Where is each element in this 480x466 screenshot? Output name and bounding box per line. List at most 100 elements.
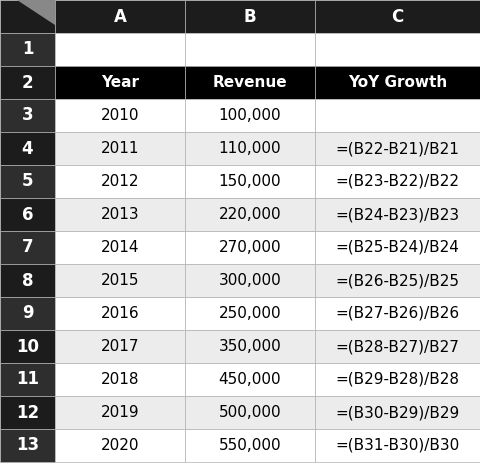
Text: 4: 4 xyxy=(22,139,33,158)
Bar xyxy=(0,0,55,33)
Text: C: C xyxy=(391,7,404,26)
Text: 550,000: 550,000 xyxy=(219,438,281,453)
Text: 2014: 2014 xyxy=(101,240,139,255)
Text: 2: 2 xyxy=(22,74,33,91)
Bar xyxy=(0,429,55,462)
Text: =(B25-B24)/B24: =(B25-B24)/B24 xyxy=(336,240,459,255)
Bar xyxy=(0,264,55,297)
Text: 6: 6 xyxy=(22,206,33,224)
Bar xyxy=(55,396,185,429)
Polygon shape xyxy=(16,0,55,25)
Bar xyxy=(315,429,480,462)
Bar xyxy=(185,66,315,99)
Bar xyxy=(55,330,185,363)
Bar xyxy=(0,33,55,66)
Bar xyxy=(315,264,480,297)
Text: 250,000: 250,000 xyxy=(219,306,281,321)
Bar xyxy=(185,99,315,132)
Text: B: B xyxy=(244,7,256,26)
Text: =(B22-B21)/B21: =(B22-B21)/B21 xyxy=(336,141,459,156)
Text: =(B23-B22)/B22: =(B23-B22)/B22 xyxy=(336,174,459,189)
Text: 2012: 2012 xyxy=(101,174,139,189)
Bar xyxy=(185,429,315,462)
Bar xyxy=(0,165,55,198)
Text: 100,000: 100,000 xyxy=(219,108,281,123)
Bar xyxy=(0,297,55,330)
Text: 2016: 2016 xyxy=(101,306,139,321)
Text: =(B31-B30)/B30: =(B31-B30)/B30 xyxy=(336,438,460,453)
Bar xyxy=(0,198,55,231)
Bar xyxy=(55,0,185,33)
Bar xyxy=(55,363,185,396)
Bar xyxy=(315,363,480,396)
Bar xyxy=(55,231,185,264)
Bar xyxy=(0,231,55,264)
Text: 500,000: 500,000 xyxy=(219,405,281,420)
Bar xyxy=(315,231,480,264)
Bar xyxy=(185,264,315,297)
Text: A: A xyxy=(114,7,126,26)
Bar xyxy=(185,132,315,165)
Text: YoY Growth: YoY Growth xyxy=(348,75,447,90)
Bar xyxy=(185,198,315,231)
Text: 2011: 2011 xyxy=(101,141,139,156)
Text: 2013: 2013 xyxy=(101,207,139,222)
Bar xyxy=(0,330,55,363)
Text: =(B29-B28)/B28: =(B29-B28)/B28 xyxy=(336,372,459,387)
Text: 7: 7 xyxy=(22,239,33,256)
Text: 5: 5 xyxy=(22,172,33,191)
Text: 10: 10 xyxy=(16,337,39,356)
Bar xyxy=(185,363,315,396)
Bar xyxy=(315,99,480,132)
Text: 2018: 2018 xyxy=(101,372,139,387)
Text: 12: 12 xyxy=(16,404,39,422)
Bar xyxy=(315,396,480,429)
Text: 2020: 2020 xyxy=(101,438,139,453)
Bar xyxy=(55,132,185,165)
Text: 2019: 2019 xyxy=(101,405,139,420)
Text: Revenue: Revenue xyxy=(213,75,288,90)
Text: 350,000: 350,000 xyxy=(218,339,281,354)
Bar xyxy=(185,231,315,264)
Text: 300,000: 300,000 xyxy=(218,273,281,288)
Bar xyxy=(315,297,480,330)
Bar xyxy=(185,33,315,66)
Text: 110,000: 110,000 xyxy=(219,141,281,156)
Text: 2010: 2010 xyxy=(101,108,139,123)
Bar xyxy=(315,132,480,165)
Text: =(B26-B25)/B25: =(B26-B25)/B25 xyxy=(336,273,459,288)
Bar xyxy=(315,33,480,66)
Bar xyxy=(315,330,480,363)
Bar xyxy=(185,330,315,363)
Bar xyxy=(55,297,185,330)
Text: 2017: 2017 xyxy=(101,339,139,354)
Bar xyxy=(315,165,480,198)
Text: =(B30-B29)/B29: =(B30-B29)/B29 xyxy=(336,405,460,420)
Bar xyxy=(0,132,55,165)
Text: 2015: 2015 xyxy=(101,273,139,288)
Bar xyxy=(315,0,480,33)
Bar xyxy=(55,33,185,66)
Bar xyxy=(55,198,185,231)
Bar xyxy=(55,66,185,99)
Text: Year: Year xyxy=(101,75,139,90)
Bar xyxy=(0,363,55,396)
Text: 270,000: 270,000 xyxy=(219,240,281,255)
Text: 450,000: 450,000 xyxy=(219,372,281,387)
Bar xyxy=(55,165,185,198)
Bar xyxy=(315,198,480,231)
Text: =(B24-B23)/B23: =(B24-B23)/B23 xyxy=(336,207,459,222)
Text: 220,000: 220,000 xyxy=(219,207,281,222)
Bar xyxy=(0,396,55,429)
Text: 3: 3 xyxy=(22,107,33,124)
Text: 150,000: 150,000 xyxy=(219,174,281,189)
Bar xyxy=(0,99,55,132)
Bar xyxy=(185,165,315,198)
Bar xyxy=(0,66,55,99)
Text: =(B28-B27)/B27: =(B28-B27)/B27 xyxy=(336,339,459,354)
Bar xyxy=(185,396,315,429)
Bar xyxy=(55,264,185,297)
Bar xyxy=(185,297,315,330)
Text: 1: 1 xyxy=(22,41,33,59)
Text: 11: 11 xyxy=(16,370,39,389)
